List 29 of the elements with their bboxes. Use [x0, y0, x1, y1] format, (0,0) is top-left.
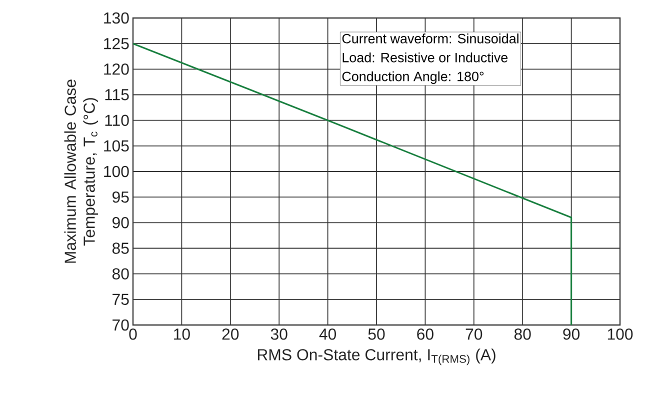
y-tick-label: 75: [112, 294, 129, 305]
x-tick-label: 30: [270, 328, 288, 340]
y-tick-label: 110: [105, 114, 129, 126]
x-axis-title: RMS On-State Current, I$_{T(RMS)}$ (A): [258, 348, 496, 366]
annotation: Load: Resistive or Inductive: [342, 52, 508, 62]
line-series: [133, 42, 572, 325]
x-tick-label: 70: [466, 328, 482, 340]
x-tick-label: 90: [563, 328, 580, 340]
y-tick-label: 115: [105, 89, 129, 100]
x-tick-label: 20: [222, 328, 239, 340]
y-tick-label: 125: [104, 38, 129, 50]
y-tick-label: 100: [104, 166, 129, 178]
y-tick-label: 90: [112, 217, 129, 228]
x-tick-label: 40: [319, 328, 336, 340]
y-tick-label: 80: [112, 268, 129, 280]
x-tick-label: 10: [174, 328, 190, 340]
y-tick-label: 130: [104, 12, 129, 24]
y-tick-label: 70: [112, 319, 129, 331]
x-tick-label: 100: [608, 328, 633, 340]
y-tick-label: 120: [104, 64, 129, 75]
x-tick-label: 0: [129, 328, 137, 340]
x-tick-label: 50: [368, 328, 385, 340]
x-tick-label: 80: [514, 328, 531, 340]
x-tick-label: 60: [417, 328, 434, 340]
y-tick-label: 105: [104, 140, 129, 152]
annotation: Conduction Angle: 180°: [342, 71, 484, 84]
annotation: Current waveform: Sinusoidal: [342, 34, 518, 44]
y-tick-label: 95: [112, 191, 129, 203]
y-tick-label: 85: [112, 242, 129, 254]
